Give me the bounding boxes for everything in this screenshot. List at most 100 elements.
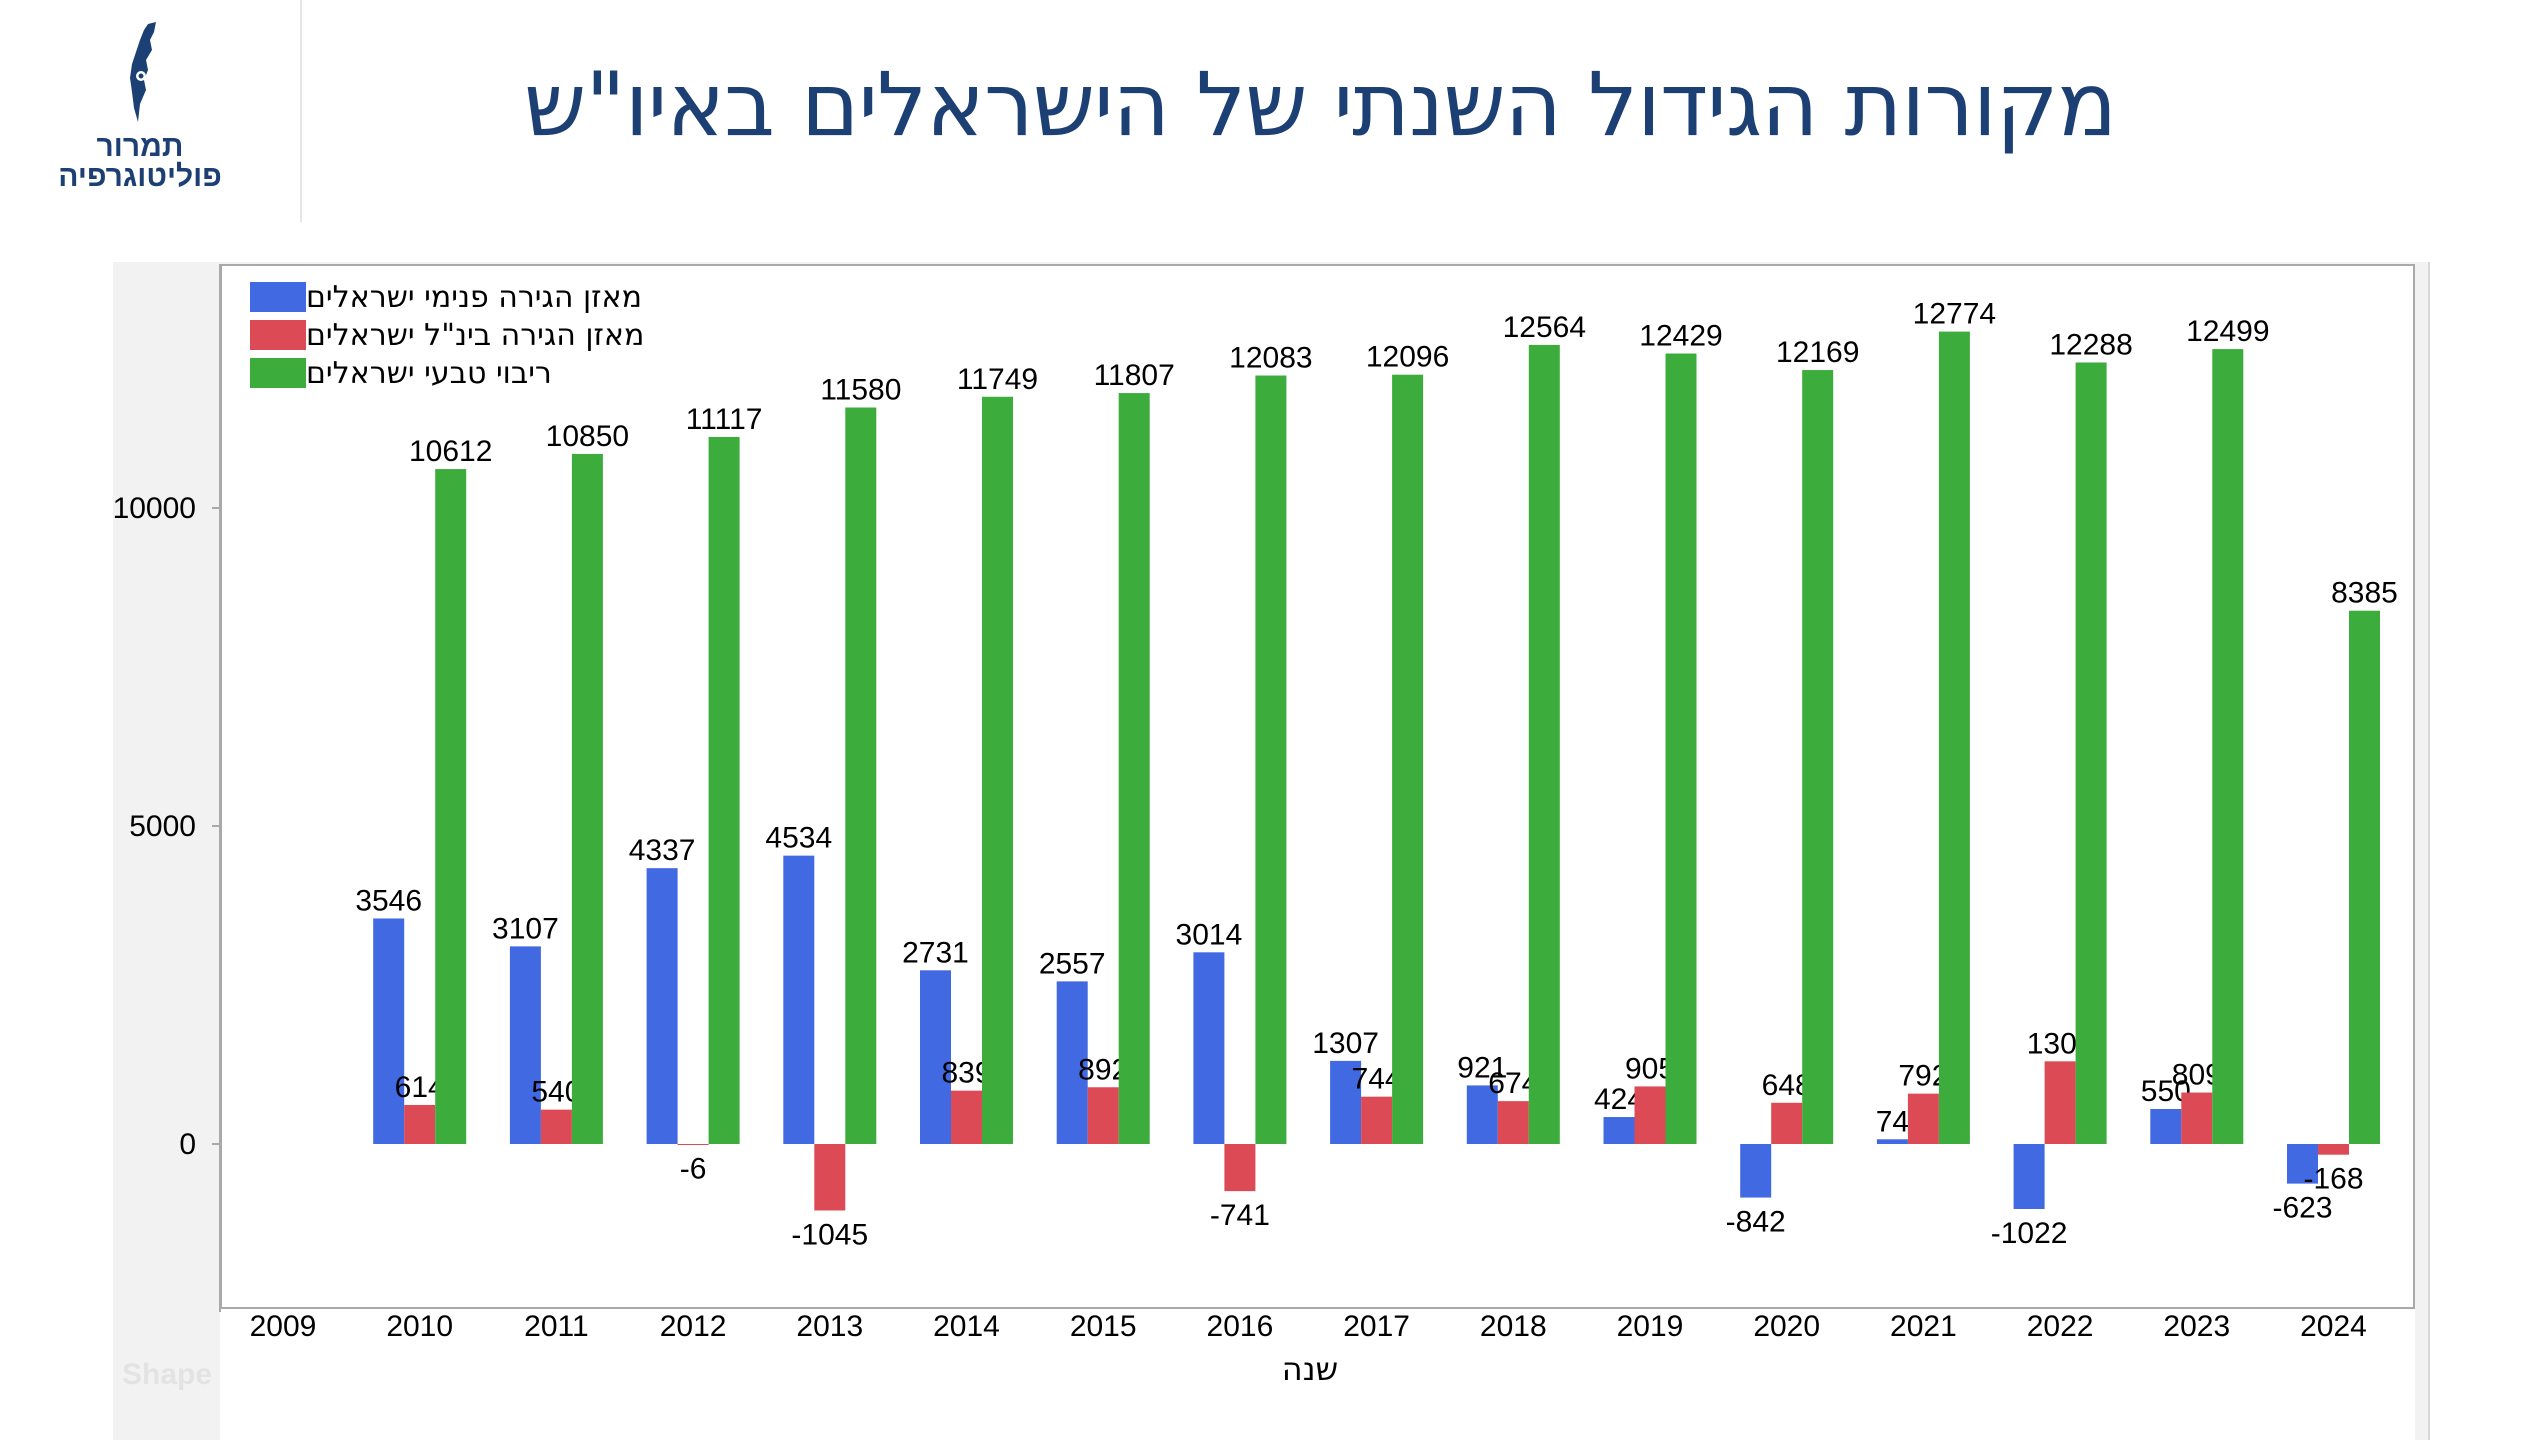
natural-growth-bar: [1938, 331, 1970, 1144]
logo-line1: תמרור: [96, 130, 184, 163]
natural-growth-bar: [2349, 610, 2380, 1144]
page-title: מקורות הגידול השנתי של הישראלים באיו"ש: [523, 53, 2117, 156]
data-label: 921: [1457, 1051, 1507, 1084]
data-label: -6: [680, 1152, 707, 1185]
international-migration-bar: [1224, 1144, 1256, 1192]
data-label: 4337: [629, 834, 696, 867]
data-label: 12288: [2049, 328, 2132, 361]
y-tick-label: 10000: [113, 492, 196, 525]
natural-growth-bar: [708, 436, 740, 1144]
data-label: -623: [2272, 1192, 2332, 1225]
x-axis-title: שנה: [1281, 1350, 1339, 1388]
shape-placeholder-text: Shape: [122, 1358, 213, 1391]
natural-growth-bar: [571, 453, 603, 1144]
data-label: -1022: [1991, 1217, 2068, 1250]
legend-item-natural-growth: ריבוי טבעי ישראלים: [244, 354, 644, 392]
logo: תמרור פוליטוגרפיה: [40, 18, 240, 208]
y-tick-label: 0: [179, 1128, 196, 1161]
international-migration-bar: [2181, 1092, 2213, 1144]
internal-migration-bar: [1330, 1060, 1362, 1144]
x-tick-label: 2024: [2300, 1310, 2367, 1343]
x-tick-label: 2022: [2027, 1310, 2094, 1343]
data-label: -741: [1210, 1199, 1270, 1232]
international-migration-bar: [540, 1109, 572, 1144]
international-migration-bar: [677, 1144, 709, 1145]
internal-migration-bar: [1603, 1117, 1635, 1144]
internal-migration-bar: [1466, 1085, 1498, 1144]
natural-growth-bar: [2212, 349, 2244, 1144]
natural-growth-bar: [845, 407, 877, 1145]
legend-item-internal-migration: מאזן הגירה פנימי ישראלים: [244, 278, 644, 316]
natural-growth-bar: [1665, 353, 1697, 1144]
international-migration-bar: [1907, 1093, 1939, 1144]
internal-migration-bar: [1740, 1144, 1772, 1198]
data-label: 10612: [409, 435, 492, 468]
natural-growth-bar: [1802, 370, 1834, 1144]
x-tick-label: 2012: [660, 1310, 727, 1343]
international-migration-bar: [1771, 1102, 1803, 1144]
x-tick-label: 2010: [386, 1310, 453, 1343]
natural-growth-bar: [982, 396, 1013, 1144]
data-label: 11749: [957, 363, 1038, 396]
data-label: 12096: [1366, 341, 1449, 374]
x-axis-area: [220, 1309, 2415, 1440]
natural-growth-bar: [1118, 393, 1150, 1144]
international-migration-bar: [814, 1144, 846, 1211]
data-label: 11117: [686, 403, 763, 436]
legend-swatch-green: [250, 358, 306, 388]
internal-migration-bar: [1193, 952, 1225, 1144]
data-label: 12429: [1639, 320, 1722, 353]
internal-migration-bar: [2287, 1144, 2318, 1184]
legend-swatch-red: [250, 320, 306, 350]
data-label: 12083: [1229, 342, 1312, 375]
x-tick-label: 2018: [1480, 1310, 1547, 1343]
internal-migration-bar: [2013, 1144, 2045, 1209]
data-label: 3546: [355, 884, 422, 917]
international-migration-bar: [404, 1104, 436, 1144]
data-label: 8385: [2331, 577, 2398, 610]
legend-label: מאזן הגירה בינ"ל ישראלים: [306, 317, 645, 353]
panel-edge: [2428, 262, 2430, 1440]
legend-item-international-migration: מאזן הגירה בינ"ל ישראלים: [244, 316, 644, 354]
x-tick-label: 2017: [1343, 1310, 1410, 1343]
data-label: 3107: [492, 912, 559, 945]
x-tick-label: 2016: [1207, 1310, 1274, 1343]
data-label: 12499: [2186, 315, 2269, 348]
international-migration-bar: [951, 1090, 982, 1144]
natural-growth-bar: [435, 469, 467, 1145]
international-migration-bar: [1087, 1087, 1119, 1144]
data-label: 12169: [1776, 336, 1859, 369]
x-tick-label: 2015: [1070, 1310, 1137, 1343]
x-tick-label: 2019: [1617, 1310, 1684, 1343]
data-label: 74: [1876, 1105, 1909, 1138]
header-divider: [300, 0, 302, 222]
internal-migration-bar: [509, 946, 541, 1144]
legend-swatch-blue: [250, 282, 306, 312]
chart-legend: מאזן הגירה פנימי ישראלים מאזן הגירה בינ"…: [244, 278, 644, 392]
data-label: -168: [2303, 1163, 2363, 1196]
international-migration-bar: [1634, 1086, 1666, 1144]
data-label: 11807: [1094, 359, 1175, 392]
international-migration-bar: [1497, 1101, 1529, 1144]
internal-migration-bar: [2150, 1109, 2182, 1144]
natural-growth-bar: [1392, 374, 1424, 1144]
data-label: 4534: [765, 822, 832, 855]
x-tick-label: 2013: [796, 1310, 863, 1343]
data-label: -1045: [791, 1218, 868, 1251]
data-label: 12564: [1503, 311, 1586, 344]
data-label: 3014: [1176, 918, 1243, 951]
internal-migration-bar: [646, 868, 678, 1144]
internal-migration-bar: [1056, 981, 1088, 1144]
natural-growth-bar: [2075, 362, 2107, 1145]
internal-migration-bar: [920, 970, 951, 1144]
data-label: 2731: [902, 936, 969, 969]
x-tick-label: 2009: [250, 1310, 317, 1343]
x-tick-label: 2021: [1890, 1310, 1957, 1343]
x-tick-label: 2011: [524, 1310, 589, 1343]
internal-migration-bar: [783, 855, 815, 1144]
data-label: 12774: [1913, 298, 1996, 331]
natural-growth-bar: [1528, 344, 1560, 1145]
data-label: -842: [1726, 1206, 1786, 1239]
data-label: 2557: [1039, 947, 1106, 980]
